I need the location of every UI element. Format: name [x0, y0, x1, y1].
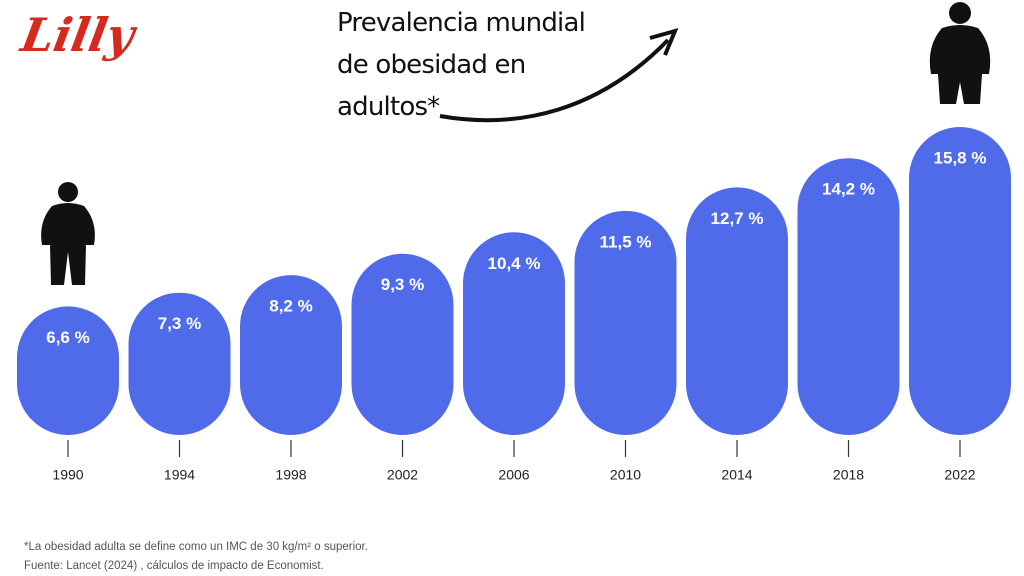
x-tick-label: 1990	[52, 467, 83, 483]
bar	[686, 187, 788, 435]
person-small	[41, 182, 95, 285]
x-tick-label: 1994	[164, 467, 195, 483]
bar	[797, 158, 900, 435]
value-label: 7,3 %	[158, 314, 201, 333]
x-tick-label: 2002	[387, 467, 418, 483]
bar	[463, 232, 565, 435]
x-tick-label: 2018	[833, 467, 864, 483]
value-label: 6,6 %	[46, 328, 89, 347]
x-tick-label: 2010	[610, 467, 641, 483]
bar	[128, 292, 231, 435]
value-label: 10,4 %	[488, 254, 541, 273]
value-label: 9,3 %	[381, 275, 424, 294]
footnote: *La obesidad adulta se define como un IM…	[24, 541, 368, 553]
value-label: 14,2 %	[822, 180, 875, 199]
value-label: 15,8 %	[934, 148, 987, 167]
x-tick-label: 2022	[944, 467, 975, 483]
x-tick-label: 2014	[721, 467, 752, 483]
bar	[240, 275, 342, 435]
footnote: Fuente: Lancet (2024) , cálculos de impa…	[24, 560, 324, 572]
bar	[351, 253, 454, 435]
bar	[909, 127, 1011, 435]
x-tick-label: 2006	[498, 467, 529, 483]
value-label: 8,2 %	[269, 297, 312, 316]
value-label: 12,7 %	[711, 209, 764, 228]
arrow	[439, 38, 670, 123]
bar	[574, 210, 677, 435]
x-tick-label: 1998	[275, 467, 306, 483]
arrow-head	[649, 27, 679, 56]
person-large	[929, 2, 991, 104]
chart-title: Prevalencia mundial de obesidad en adult…	[337, 8, 586, 122]
value-label: 11,5 %	[600, 232, 652, 251]
bar	[17, 306, 119, 435]
